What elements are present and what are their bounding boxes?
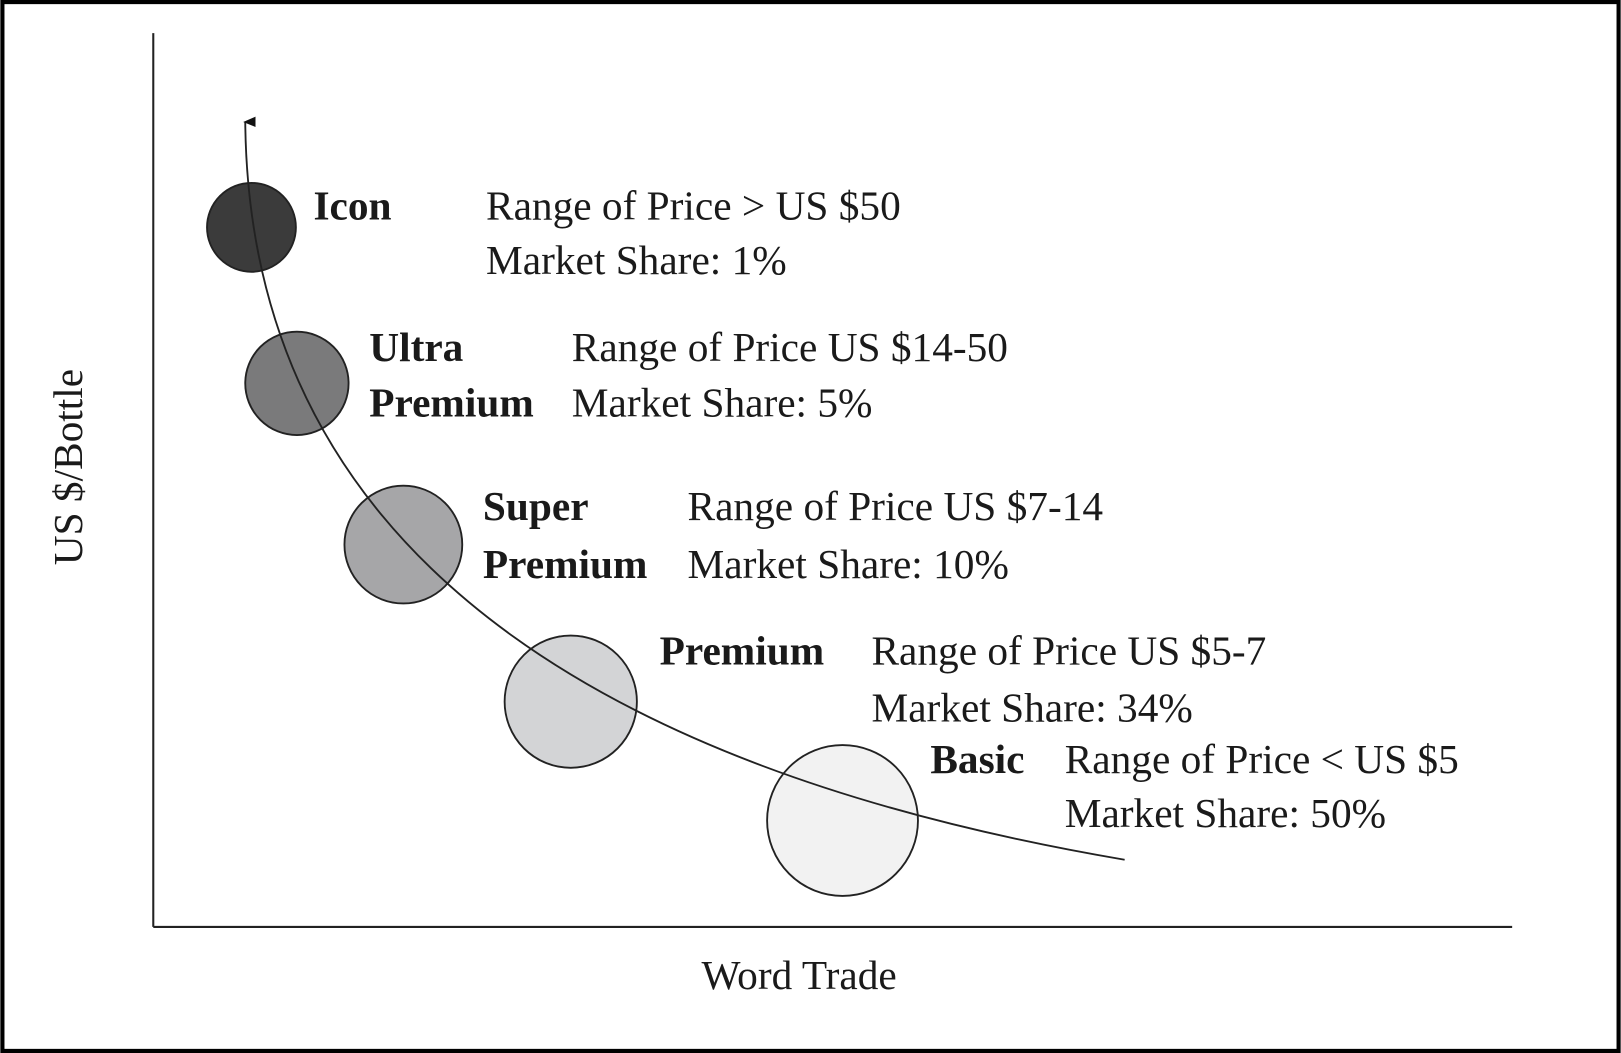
segment-share: Market Share: 50% xyxy=(1065,790,1386,836)
segment-circle xyxy=(343,484,464,605)
segment-share: Market Share: 1% xyxy=(486,237,787,283)
segment-circle xyxy=(766,744,919,897)
segment-name: Super xyxy=(483,483,589,529)
segment-name: Premium xyxy=(660,628,825,674)
segment-circle xyxy=(206,181,297,273)
demand-curve xyxy=(243,116,1125,861)
segment-name: Icon xyxy=(313,182,391,228)
segment-price: Range of Price > US $50 xyxy=(486,182,901,228)
segment-circle xyxy=(503,634,638,769)
x-axis-label: Word Trade xyxy=(701,952,896,998)
segment-share: Market Share: 10% xyxy=(688,541,1009,587)
segment-share: Market Share: 5% xyxy=(572,380,873,426)
segment-price: Range of Price US $7-14 xyxy=(688,483,1104,529)
y-axis-label: US $/Bottle xyxy=(45,369,91,565)
segment-share: Market Share: 34% xyxy=(871,684,1192,730)
segment-price: Range of Price US $14-50 xyxy=(572,324,1008,370)
segment-name: Ultra xyxy=(369,324,463,370)
segment-circle xyxy=(244,330,350,436)
segment-name: Premium xyxy=(369,380,534,426)
segment-price: Range of Price < US $5 xyxy=(1065,736,1459,782)
segment-price: Range of Price US $5-7 xyxy=(871,628,1266,674)
segment-name: Premium xyxy=(483,541,648,587)
segment-name: Basic xyxy=(930,736,1024,782)
